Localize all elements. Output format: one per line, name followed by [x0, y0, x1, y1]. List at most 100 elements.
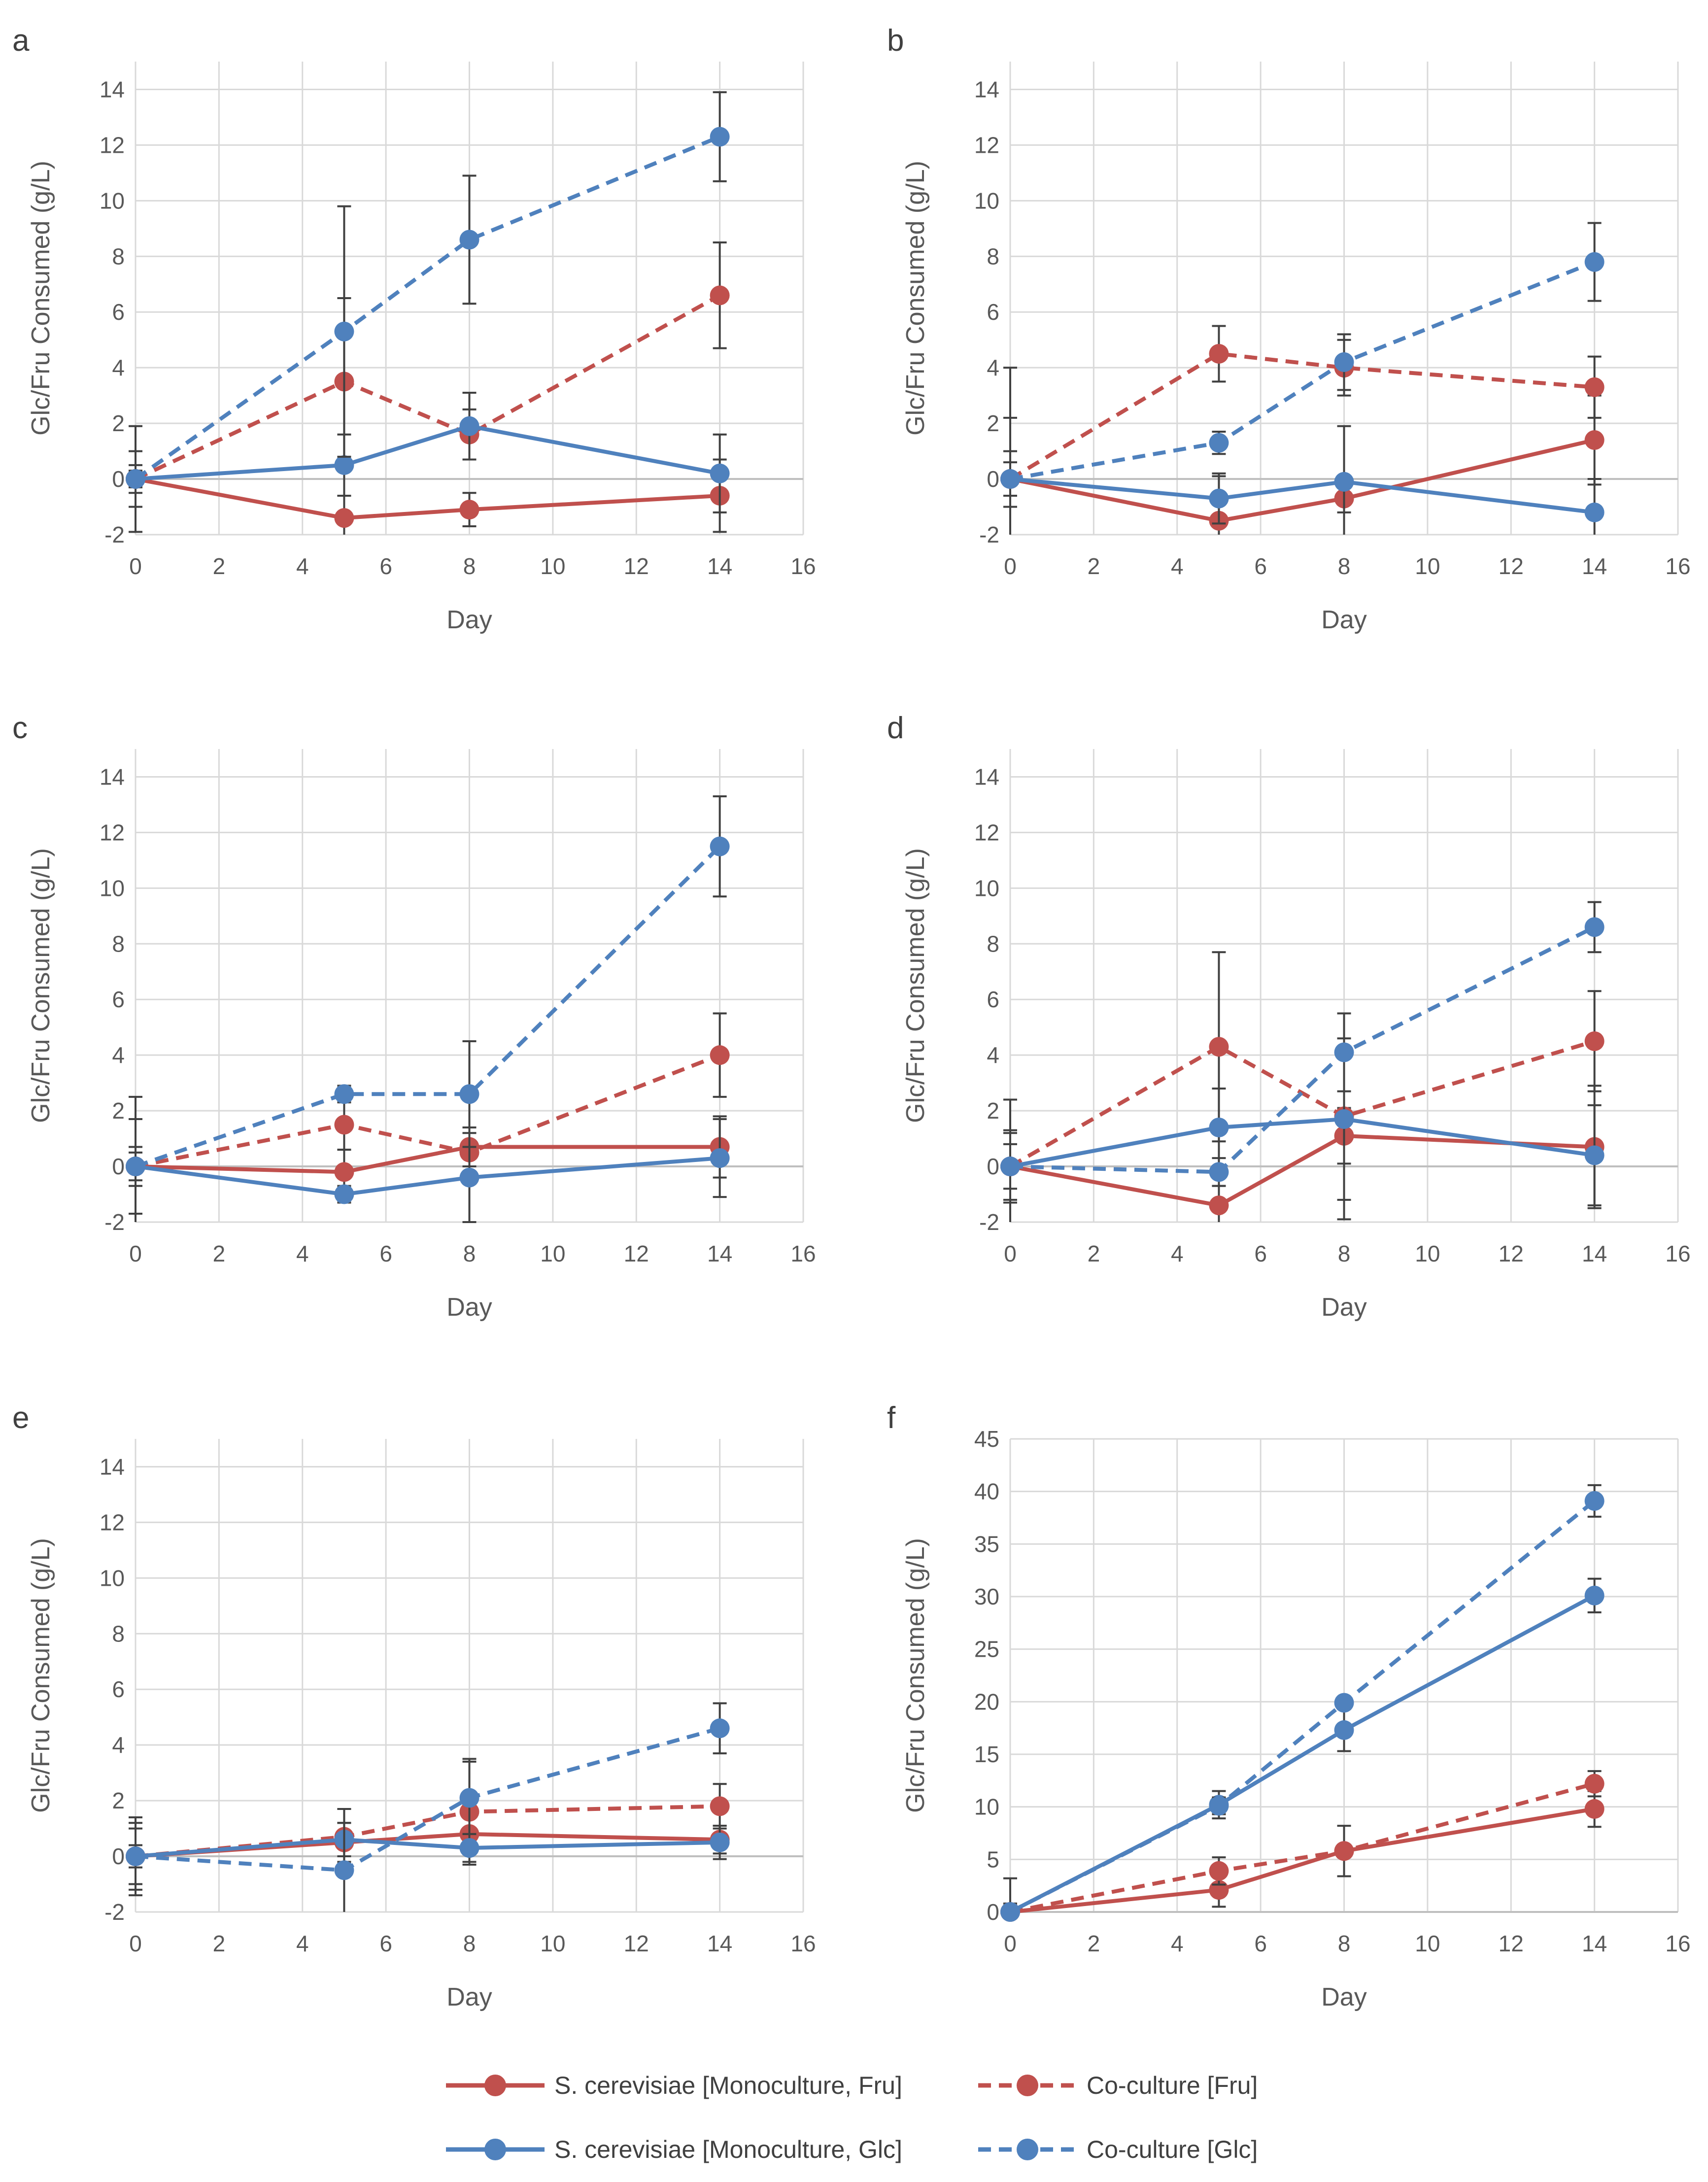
series-line: [1010, 1807, 1595, 1914]
y-tick-label: 20: [974, 1689, 999, 1714]
y-tick-label: 6: [987, 987, 999, 1012]
series-line: [135, 1726, 720, 1873]
x-tick-label: 14: [1582, 553, 1607, 579]
series-line: [1010, 1117, 1595, 1168]
x-tick-label: 16: [790, 553, 816, 579]
x-tick-label: 14: [707, 1241, 732, 1266]
data-point: [710, 463, 730, 483]
x-axis-title: Day: [1321, 1983, 1366, 2012]
x-tick-label: 8: [1338, 553, 1351, 579]
data-point: [1209, 1162, 1229, 1182]
y-axis-title: Glc/Fru Consumed (g/L): [27, 1538, 55, 1813]
y-tick-label: 6: [112, 987, 125, 1012]
x-tick-label: 16: [1665, 1241, 1690, 1266]
data-point: [1584, 917, 1605, 937]
series-line: [135, 845, 721, 1168]
x-tick-label: 16: [790, 1241, 816, 1266]
y-tick-label: 10: [100, 875, 125, 901]
series-line: [135, 424, 720, 481]
x-tick-label: 0: [129, 553, 142, 579]
x-tick-label: 4: [1171, 1931, 1184, 1956]
y-tick-label: 12: [974, 819, 999, 845]
data-point: [710, 127, 730, 147]
data-point: [1334, 1693, 1354, 1713]
panel-label: a: [12, 24, 30, 58]
y-tick-label: 2: [112, 410, 125, 436]
series-co-glc: [1000, 901, 1605, 1190]
y-tick-label: -2: [979, 1209, 999, 1235]
x-tick-label: 10: [540, 1931, 565, 1956]
x-tick-label: 6: [379, 553, 392, 579]
data-point: [126, 1846, 145, 1867]
data-point: [459, 1838, 479, 1858]
data-point: [459, 416, 479, 436]
series-mono-glc: [126, 1118, 730, 1223]
y-tick-label: 12: [974, 132, 999, 158]
y-tick-label: 0: [987, 1899, 999, 1925]
y-tick-label: 14: [974, 764, 999, 789]
x-tick-label: 0: [129, 1931, 142, 1956]
data-point: [1209, 1195, 1229, 1216]
x-tick-label: 12: [624, 1931, 649, 1956]
series-line: [135, 1156, 720, 1196]
y-tick-label: 10: [100, 1565, 125, 1591]
series-line: [135, 1053, 721, 1168]
y-tick-label: 14: [100, 764, 125, 789]
series-co-glc: [1000, 222, 1605, 535]
legend-marker-co-glc: [1017, 2139, 1038, 2160]
y-tick-label: 10: [974, 1794, 999, 1820]
y-tick-label: 40: [974, 1479, 999, 1504]
x-tick-label: 6: [1254, 553, 1267, 579]
y-tick-label: 4: [987, 1042, 999, 1068]
x-tick-label: 10: [1415, 1931, 1440, 1956]
y-tick-label: 8: [987, 931, 999, 956]
series-line: [1010, 925, 1596, 1174]
y-tick-label: 25: [974, 1636, 999, 1662]
legend: S. cerevisiae [Monoculture, Fru] Co-cult…: [446, 2072, 1258, 2163]
data-point: [1584, 1491, 1605, 1511]
data-point: [1584, 502, 1605, 522]
y-tick-label: 12: [100, 819, 125, 845]
y-tick-label: 14: [100, 76, 125, 102]
data-point: [1209, 433, 1229, 453]
panel-label: c: [12, 711, 28, 745]
legend-marker-mono-glc: [484, 2139, 506, 2160]
data-point: [1584, 1145, 1605, 1165]
data-point: [459, 500, 479, 520]
x-tick-label: 2: [1088, 1241, 1100, 1266]
data-point: [334, 1162, 354, 1182]
x-tick-label: 14: [707, 1931, 732, 1956]
x-tick-label: 2: [213, 1241, 226, 1266]
series-line: [1010, 260, 1596, 481]
panel-label: f: [887, 1401, 896, 1435]
data-point: [1000, 469, 1020, 489]
data-point: [1209, 343, 1229, 364]
data-point: [459, 1167, 479, 1188]
series-line: [1010, 438, 1595, 523]
x-tick-label: 8: [1338, 1241, 1351, 1266]
y-tick-label: 2: [987, 410, 999, 436]
x-tick-label: 2: [1088, 1931, 1100, 1956]
y-tick-label: -2: [979, 522, 999, 547]
legend-label-co-fru: Co-culture [Fru]: [1087, 2072, 1258, 2099]
y-tick-label: 10: [974, 875, 999, 901]
y-tick-label: 8: [112, 1621, 125, 1646]
y-tick-label: 4: [112, 1042, 125, 1068]
y-tick-label: 2: [112, 1788, 125, 1813]
y-axis-title: Glc/Fru Consumed (g/L): [27, 848, 55, 1123]
series-co-glc: [126, 795, 730, 1182]
y-tick-label: 14: [974, 76, 999, 102]
series-line: [1010, 477, 1595, 514]
x-tick-label: 10: [540, 1241, 565, 1266]
y-tick-label: 4: [112, 1732, 125, 1758]
legend-item-co-fru: Co-culture [Fru]: [978, 2072, 1258, 2099]
series-line: [1009, 1039, 1595, 1168]
data-point: [1000, 1902, 1020, 1922]
x-tick-label: 8: [463, 1931, 476, 1956]
x-tick-label: 14: [707, 553, 732, 579]
series-line: [135, 293, 721, 481]
data-point: [710, 1148, 730, 1168]
series-line: [1010, 1133, 1595, 1208]
